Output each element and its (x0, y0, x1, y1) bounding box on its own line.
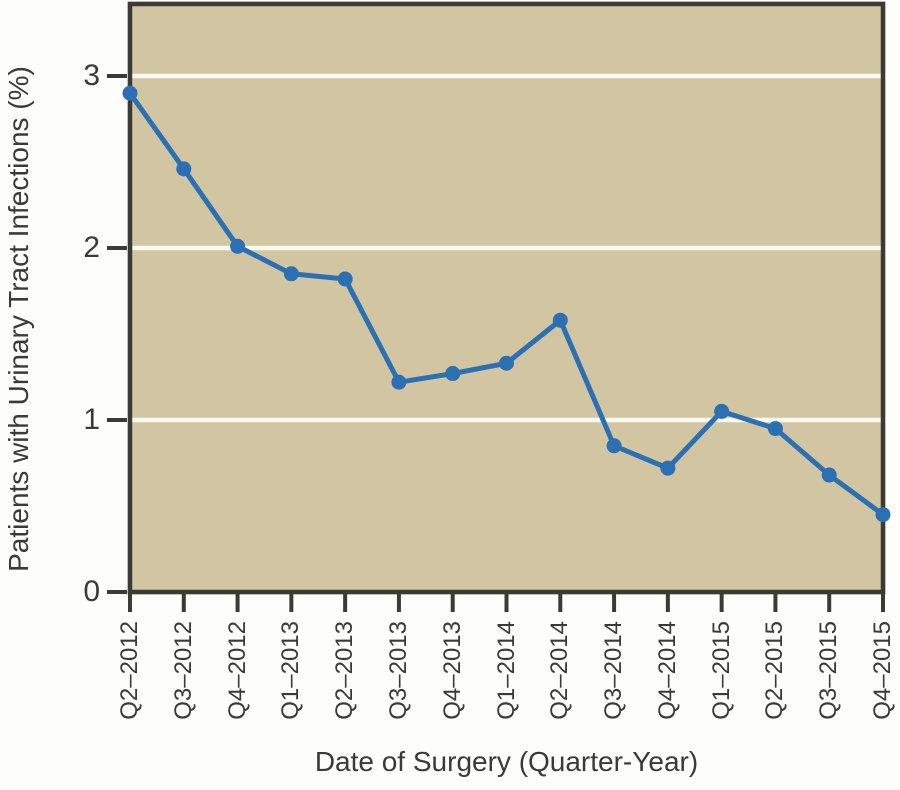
data-point (445, 366, 461, 382)
y-tick-label: 0 (83, 575, 100, 608)
data-point (606, 438, 622, 454)
data-point (552, 312, 568, 328)
data-point (391, 374, 407, 390)
data-point (283, 266, 299, 282)
y-tick-label: 3 (83, 59, 100, 92)
x-tick-label: Q3–2015 (815, 621, 843, 720)
data-point (122, 85, 138, 101)
data-point (660, 460, 676, 476)
data-point (821, 467, 837, 483)
data-point (499, 355, 514, 371)
x-tick-label: Q3–2014 (600, 621, 628, 720)
y-tick-label: 2 (83, 231, 100, 264)
x-tick-label: Q3–2012 (169, 621, 197, 720)
data-point (714, 403, 730, 419)
data-point (176, 161, 192, 177)
x-tick-label: Q2–2014 (546, 621, 574, 720)
x-tick-label: Q2–2013 (331, 621, 359, 720)
x-tick-label: Q2–2015 (761, 621, 789, 720)
x-tick-label: Q1–2015 (707, 621, 735, 720)
data-point (230, 238, 246, 254)
x-axis-title: Date of Surgery (Quarter-Year) (314, 746, 699, 777)
plot-frame (127, 1, 886, 595)
plot-background (127, 1, 886, 595)
x-tick-label: Q1–2014 (492, 621, 520, 720)
data-point (337, 271, 353, 287)
x-tick-label: Q4–2013 (438, 621, 466, 720)
x-tick-label: Q4–2012 (223, 621, 251, 720)
x-tick-label: Q3–2013 (384, 621, 412, 720)
x-tick-label: Q4–2015 (869, 621, 896, 720)
data-point (875, 507, 891, 523)
y-tick-label: 1 (83, 403, 100, 436)
data-point (767, 421, 783, 437)
x-tick-label: Q4–2014 (653, 621, 681, 720)
x-tick-label: Q2–2012 (116, 621, 143, 720)
x-tick-label: Q1–2013 (277, 621, 305, 720)
y-axis-title: Patients with Urinary Tract Infections (… (3, 66, 34, 572)
